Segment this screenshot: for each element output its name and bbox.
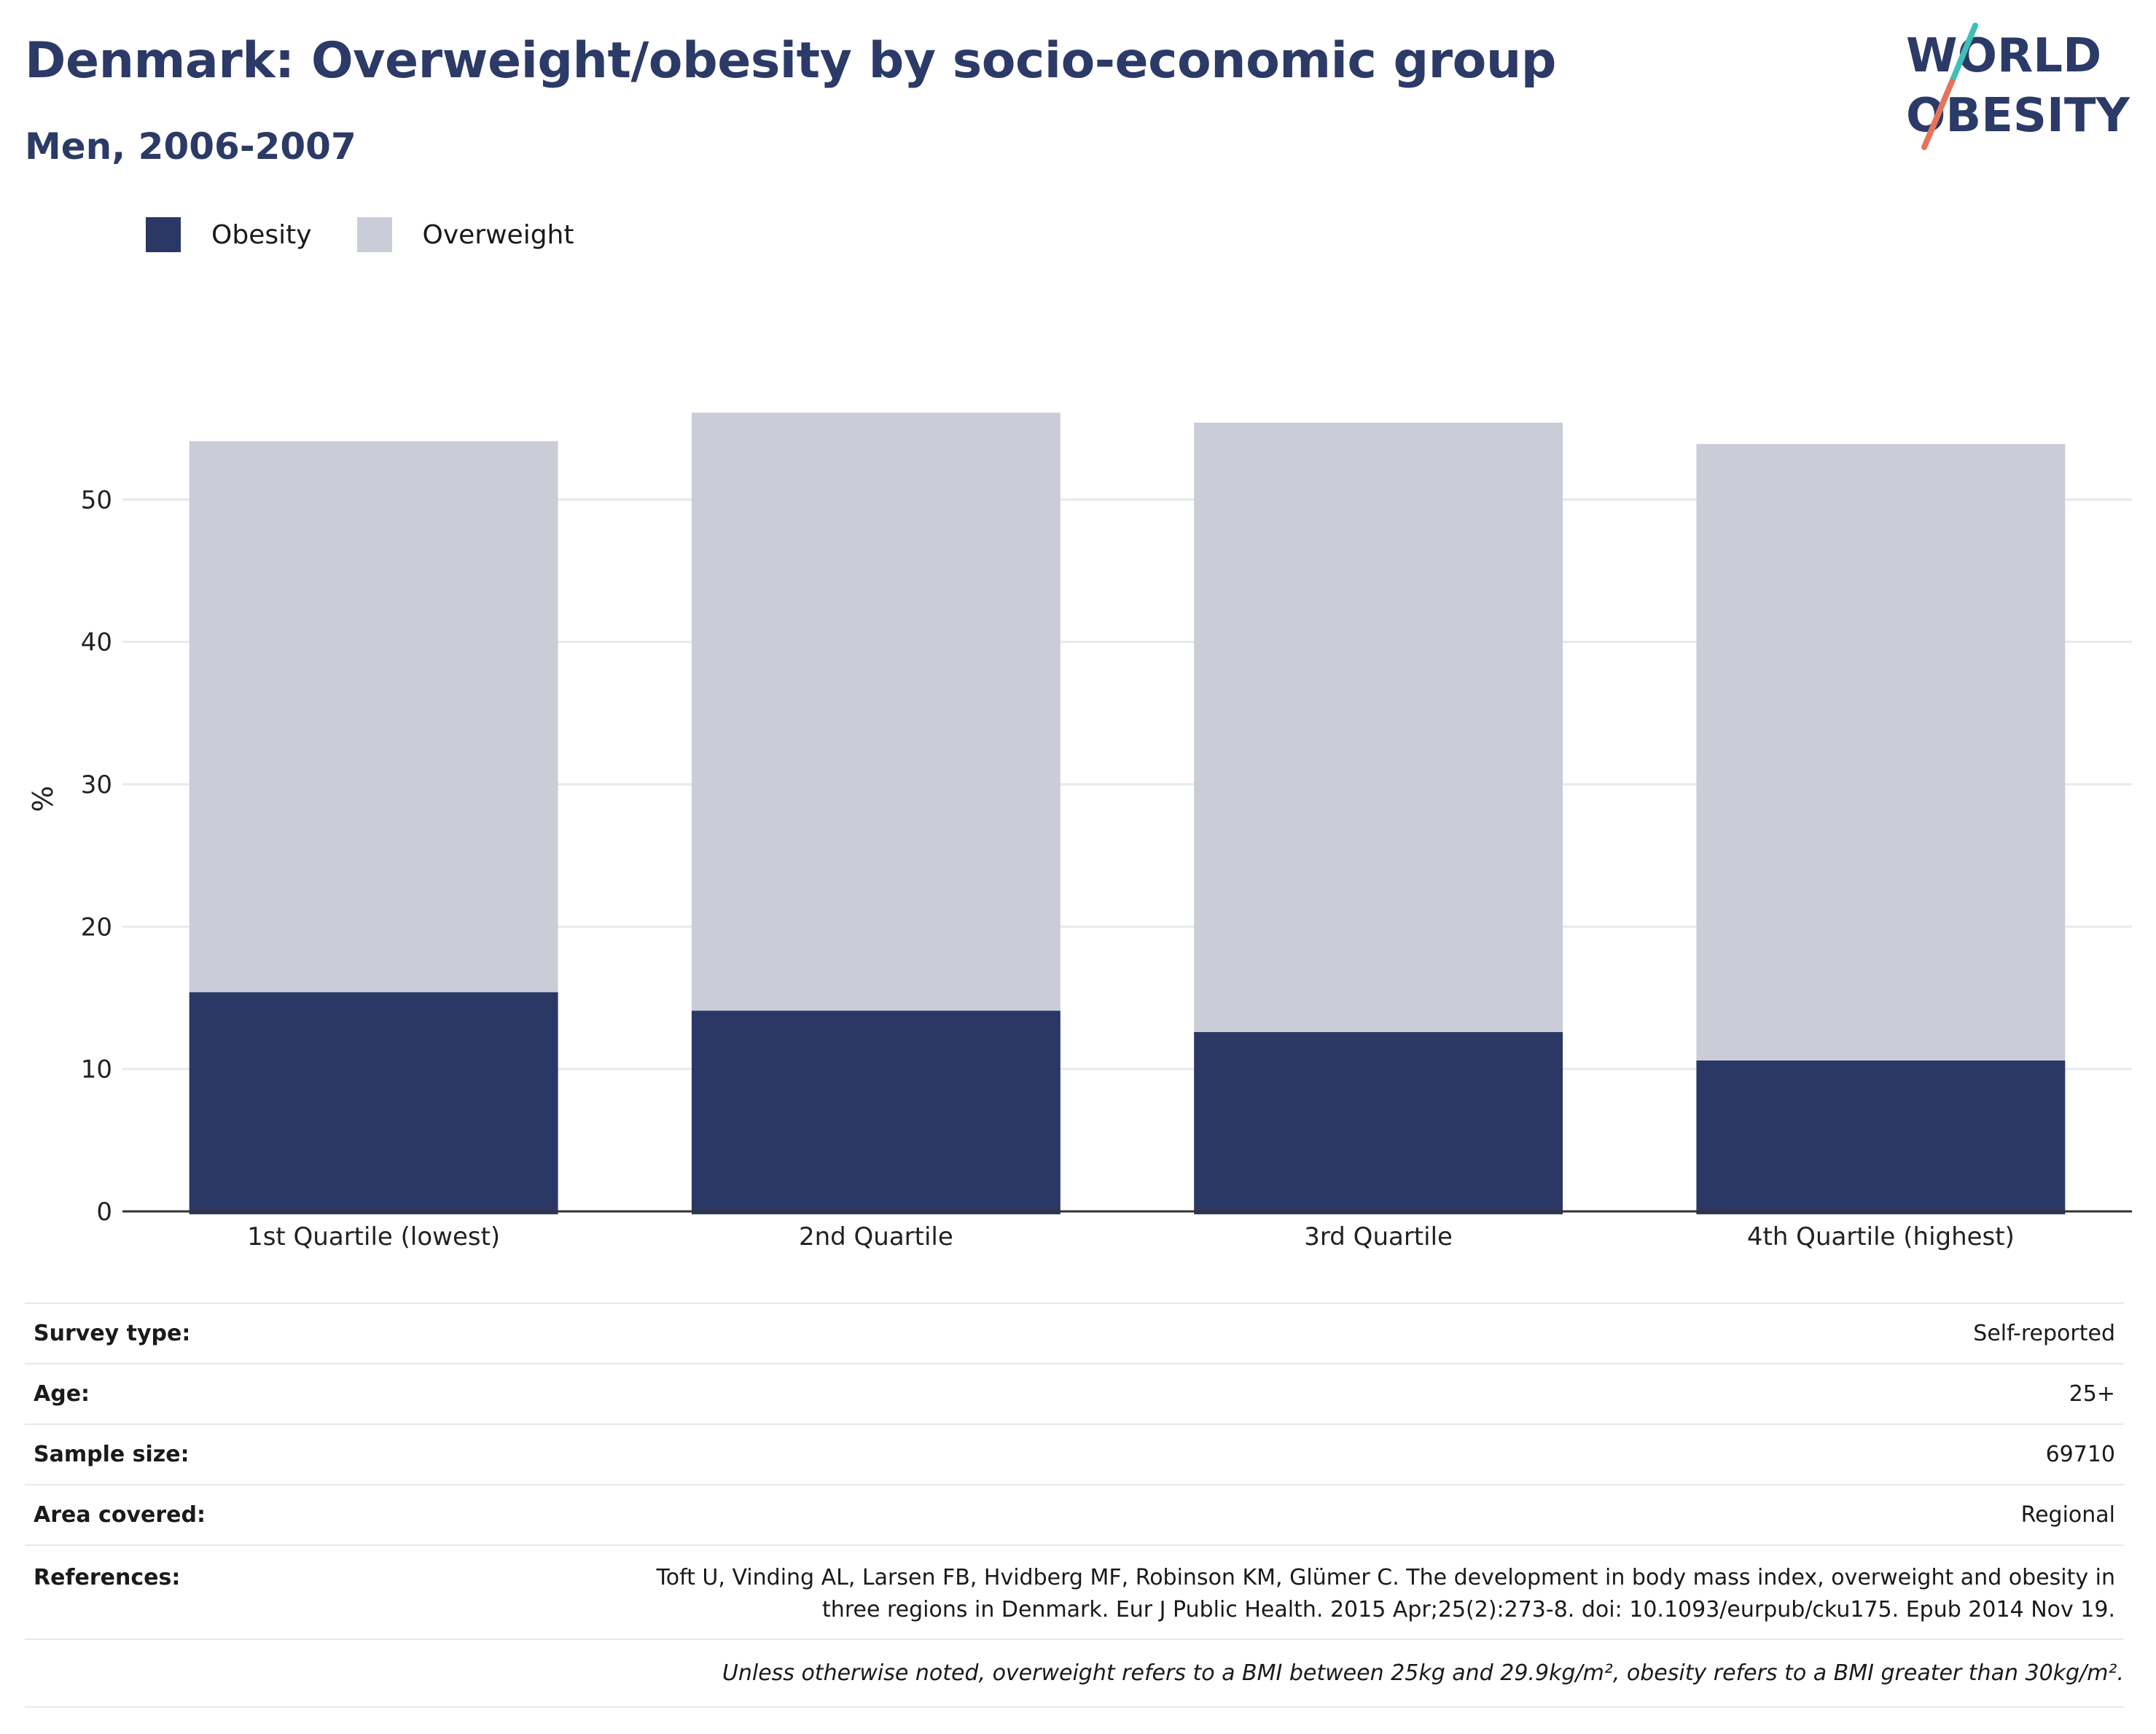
legend-swatch-obesity [146, 217, 181, 252]
info-label: Survey type: [25, 1303, 552, 1364]
x-tick-label: 2nd Quartile [799, 1222, 953, 1251]
logo-slash-teal [1949, 23, 1978, 85]
y-tick-label: 10 [81, 1055, 112, 1085]
info-row-area-covered: Area covered: Regional [25, 1484, 2124, 1545]
bar-obesity [691, 1010, 1061, 1214]
info-value: 25+ [552, 1363, 2124, 1424]
y-axis-title: % [27, 786, 59, 812]
info-label: Sample size: [25, 1423, 552, 1485]
legend-swatch-overweight [356, 217, 392, 252]
references-line-1: Toft U, Vinding AL, Larsen FB, Hvidberg … [656, 1565, 2116, 1590]
y-tick-label: 30 [81, 770, 112, 800]
info-label: Age: [25, 1363, 552, 1424]
info-label: References: [25, 1544, 552, 1651]
info-value: Regional [552, 1484, 2124, 1545]
bar-overweight [691, 413, 1061, 1011]
legend-label-overweight: Overweight [422, 219, 574, 250]
y-tick-label: 0 [96, 1198, 112, 1227]
bar-obesity [1696, 1060, 2066, 1214]
survey-info-table: Survey type: Self-reported Age: 25+ Samp… [25, 1303, 2124, 1651]
bmi-definition-note: Unless otherwise noted, overweight refer… [25, 1639, 2124, 1708]
stacked-bar-chart: 0 10 20 30 40 50% 1st Quartile (lowest) 2nd Qua… [27, 413, 2132, 1251]
bar-overweight [189, 441, 558, 993]
bar-overweight [1696, 444, 2066, 1061]
x-tick-label: 3rd Quartile [1304, 1222, 1453, 1251]
y-tick-label: 50 [81, 485, 112, 515]
references-text: Toft U, Vinding AL, Larsen FB, Hvidberg … [552, 1544, 2124, 1651]
logo-word-world: WORLD [1906, 29, 2101, 83]
x-tick-label: 1st Quartile (lowest) [247, 1222, 500, 1251]
legend-label-obesity: Obesity [211, 219, 312, 250]
chart-legend: Obesity Overweight [146, 217, 619, 252]
info-row-age: Age: 25+ [25, 1363, 2124, 1424]
info-label: Area covered: [25, 1484, 552, 1545]
logo-slash-coral [1921, 79, 1955, 150]
legend-item-obesity[interactable]: Obesity [146, 217, 312, 252]
bar-obesity [1194, 1031, 1563, 1214]
page-subtitle: Men, 2006-2007 [25, 125, 356, 168]
world-obesity-logo: WORLD OBESITY [1906, 23, 2130, 150]
y-tick-label: 20 [81, 913, 112, 942]
legend-item-overweight[interactable]: Overweight [356, 217, 574, 252]
info-value: 69710 [552, 1423, 2124, 1485]
info-row-survey-type: Survey type: Self-reported [25, 1303, 2124, 1364]
bar-overweight [1194, 422, 1563, 1032]
info-row-references: References: Toft U, Vinding AL, Larsen F… [25, 1544, 2124, 1651]
x-tick-label: 4th Quartile (highest) [1747, 1222, 2015, 1251]
info-row-sample-size: Sample size: 69710 [25, 1423, 2124, 1485]
bar-obesity [189, 992, 558, 1214]
y-tick-label: 40 [81, 628, 112, 657]
page-title: Denmark: Overweight/obesity by socio-eco… [25, 32, 1556, 90]
info-value: Self-reported [552, 1303, 2124, 1364]
references-line-2: three regions in Denmark. Eur J Public H… [822, 1597, 2115, 1622]
